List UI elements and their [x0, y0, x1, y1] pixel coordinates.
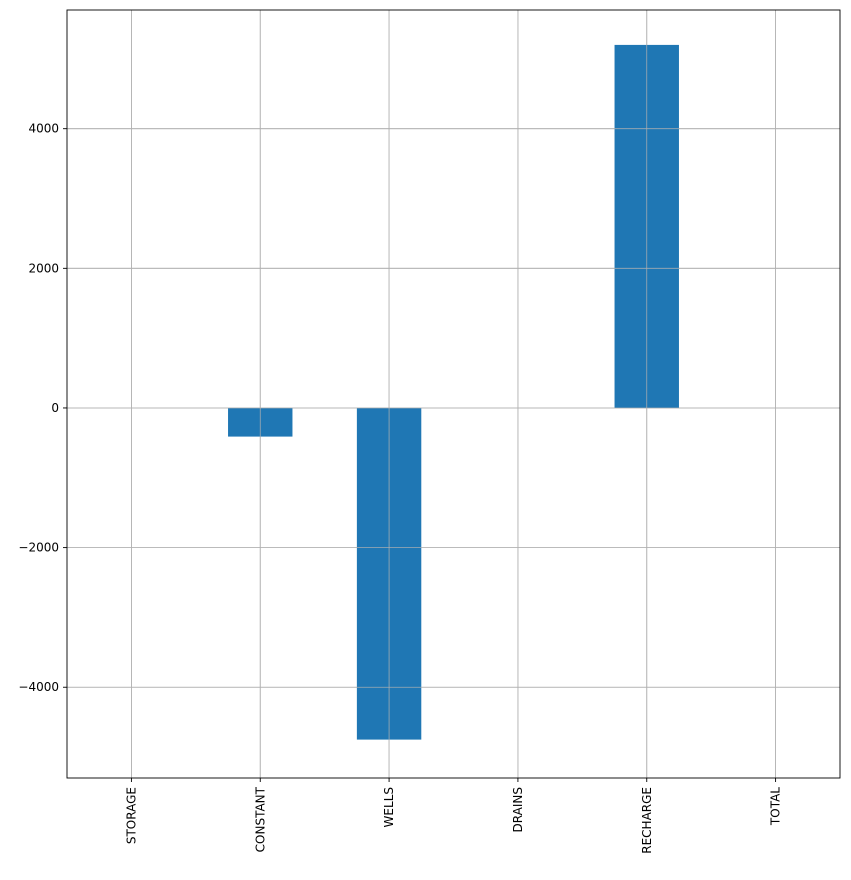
- x-tick-label: CONSTANT: [253, 786, 267, 852]
- y-tick-label: −2000: [18, 541, 59, 555]
- y-tick-label: −4000: [18, 680, 59, 694]
- bars-layer: [67, 10, 840, 778]
- x-tick-label: STORAGE: [124, 787, 138, 844]
- axes-layer: −4000 −2000 0 2000 4000 STORAGE CONSTANT WELLS D…: [18, 9, 841, 854]
- y-tick-label: 0: [51, 401, 59, 415]
- x-tick-label: TOTAL: [769, 787, 783, 826]
- x-tick-label: RECHARGE: [640, 787, 654, 854]
- plot-frame: [66, 9, 841, 779]
- y-tick-label: 2000: [28, 261, 59, 275]
- x-tick-label: WELLS: [382, 787, 396, 827]
- grid-layer: [67, 10, 840, 778]
- x-tick-label: DRAINS: [511, 787, 525, 832]
- y-tick-label: 4000: [28, 122, 59, 136]
